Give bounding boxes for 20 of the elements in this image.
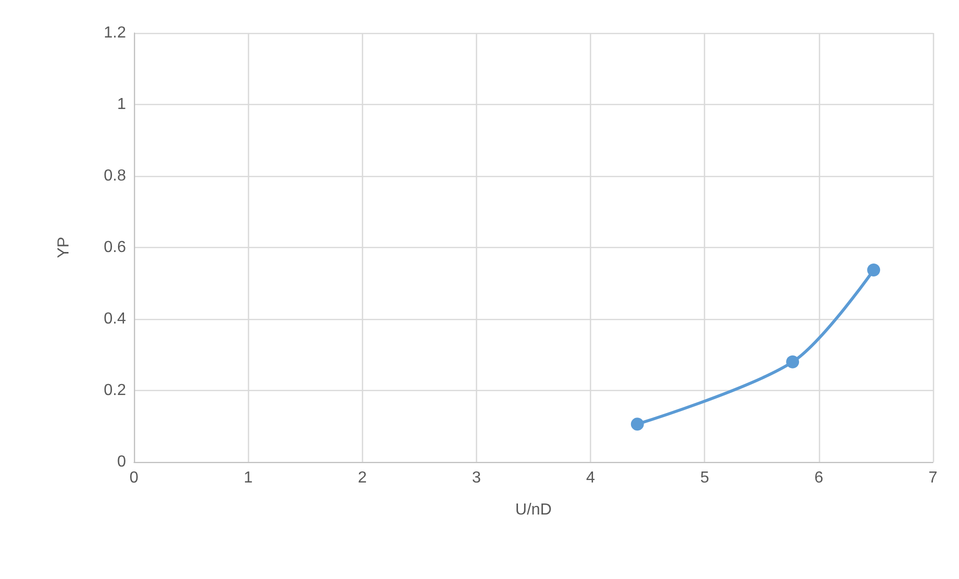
point <box>867 264 880 277</box>
y-tick-label: 0.4 <box>104 310 126 328</box>
y-axis-title: YP <box>56 236 72 258</box>
x-tick-label: 1 <box>244 470 253 486</box>
point <box>630 418 644 431</box>
x-tick-label: 3 <box>472 470 481 486</box>
x-tick-label: 4 <box>586 470 596 486</box>
x-tick-label: 6 <box>814 470 824 486</box>
y-tick-label: 0.6 <box>104 239 126 256</box>
y-tick-label: 0.2 <box>104 382 126 399</box>
x-tick-label: 5 <box>700 470 710 486</box>
y-tick-label: 1 <box>117 96 126 113</box>
x-axis-title: U/nD <box>515 502 552 518</box>
point <box>786 355 800 368</box>
x-tick-label: 7 <box>928 470 938 486</box>
y-tick-label: 0 <box>117 454 126 470</box>
y-tick-label: 1.2 <box>104 24 126 42</box>
y-tick-label: 0.8 <box>104 168 126 184</box>
x-tick-label: 2 <box>358 470 367 486</box>
x-tick-label: 0 <box>130 470 139 486</box>
